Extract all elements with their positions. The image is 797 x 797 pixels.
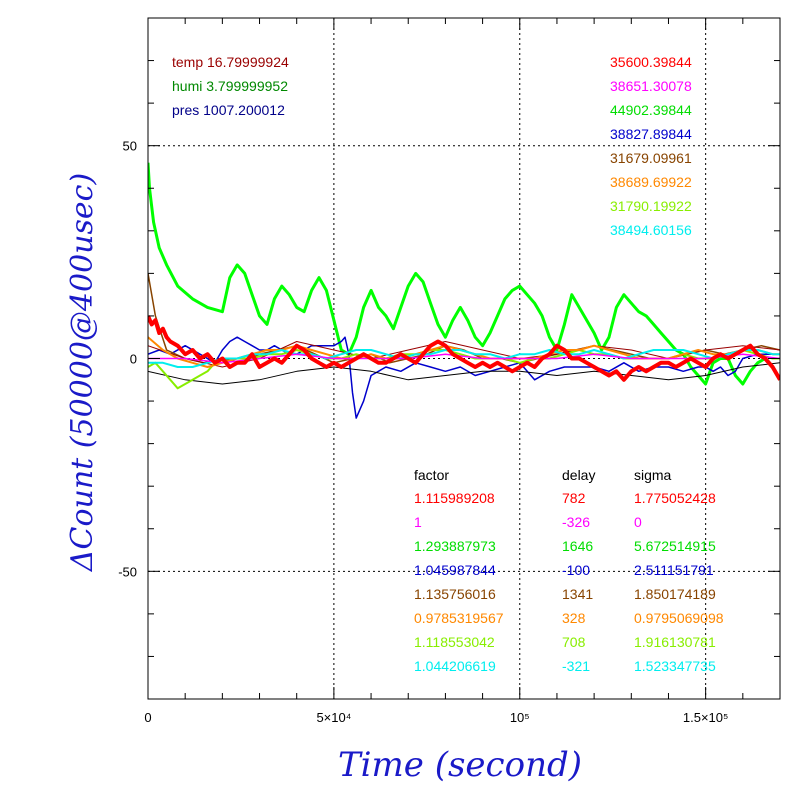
- table-header-factor: factor: [414, 467, 449, 483]
- x-axis-title: Time (second): [338, 745, 582, 785]
- mean-labels: 35600.39844 38651.30078 44902.39844 38827.8…: [610, 54, 692, 238]
- mean-label-7: 38494.60156: [610, 222, 692, 238]
- table-cell-sigma: 1.523347735: [634, 658, 716, 674]
- table-cell-sigma: 0.9795069098: [634, 610, 724, 626]
- table-cell-delay: -321: [562, 658, 590, 674]
- table-header-delay: delay: [562, 467, 595, 483]
- y-axis-title: ΔCount (50000@400usec): [65, 173, 100, 572]
- table-cell-factor: 1.045987844: [414, 562, 496, 578]
- series-group: [148, 162, 780, 419]
- table-header-sigma: sigma: [634, 467, 672, 483]
- parameter-table: factor delay sigma 1.115989208 782 1.77505242…: [414, 467, 724, 674]
- y-tick-label-1: 0: [130, 352, 137, 367]
- env-label-1: humi 3.799999952: [172, 78, 288, 94]
- series-line-3: [148, 362, 780, 385]
- table-cell-factor: 1.044206619: [414, 658, 496, 674]
- env-label-2: pres 1007.200012: [172, 102, 285, 118]
- axis-ticks: [147, 17, 781, 700]
- mean-label-2: 44902.39844: [610, 102, 692, 118]
- mean-label-5: 38689.69922: [610, 174, 692, 190]
- series-line-7: [148, 349, 780, 368]
- mean-label-0: 35600.39844: [610, 54, 692, 70]
- table-cell-sigma: 1.916130781: [634, 634, 716, 650]
- table-cell-factor: 1.135756016: [414, 586, 496, 602]
- table-cell-delay: 1646: [562, 538, 593, 554]
- table-cell-delay: -100: [562, 562, 590, 578]
- table-cell-delay: -326: [562, 514, 590, 530]
- table-cell-delay: 328: [562, 610, 586, 626]
- table-cell-sigma: 0: [634, 514, 642, 530]
- y-tick-label-2: -50: [118, 564, 137, 579]
- x-tick-label-2: 10⁵: [510, 710, 530, 725]
- table-cell-delay: 1341: [562, 586, 593, 602]
- table-cell-factor: 1.293887973: [414, 538, 496, 554]
- series-line-1: [148, 336, 780, 419]
- series-line-9: [148, 315, 780, 382]
- x-tick-label-0: 0: [144, 710, 151, 725]
- table-cell-factor: 1.118553042: [414, 634, 495, 650]
- table-cell-factor: 1: [414, 514, 422, 530]
- x-tick-label-3: 1.5×10⁵: [683, 710, 729, 725]
- mean-label-1: 38651.30078: [610, 78, 692, 94]
- mean-label-3: 38827.89844: [610, 126, 692, 142]
- table-cell-sigma: 1.775052428: [634, 490, 716, 506]
- table-cell-sigma: 1.850174189: [634, 586, 716, 602]
- table-cell-sigma: 5.672514915: [634, 538, 716, 554]
- mean-label-4: 31679.09961: [610, 150, 692, 166]
- table-cell-delay: 708: [562, 634, 586, 650]
- table-cell-sigma: 2.511151791: [634, 562, 714, 578]
- environment-labels: temp 16.79999924 humi 3.799999952 pres 100…: [172, 54, 289, 118]
- x-tick-label-1: 5×10⁴: [316, 710, 351, 725]
- table-cell-factor: 0.9785319567: [414, 610, 504, 626]
- tick-labels: 0 5×10⁴ 10⁵ 1.5×10⁵ 50 0 -50: [118, 139, 728, 725]
- table-cell-delay: 782: [562, 490, 586, 506]
- table-cell-factor: 1.115989208: [414, 490, 495, 506]
- mean-label-6: 31790.19922: [610, 198, 692, 214]
- y-tick-label-0: 50: [123, 139, 137, 154]
- env-label-0: temp 16.79999924: [172, 54, 289, 70]
